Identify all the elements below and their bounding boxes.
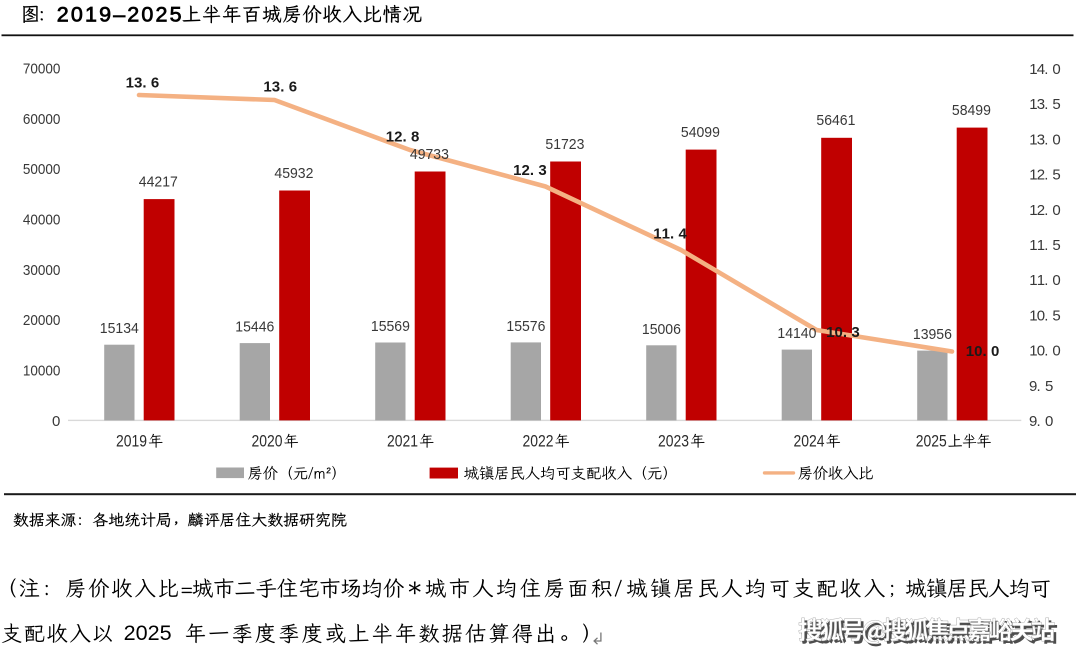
svg-text:56461: 56461 xyxy=(816,112,855,129)
svg-text:11.4: 11.4 xyxy=(653,225,687,242)
svg-text:12.0: 12.0 xyxy=(1029,202,1061,219)
svg-text:15576: 15576 xyxy=(506,318,545,335)
svg-text:54099: 54099 xyxy=(681,124,720,141)
svg-text:2022: 2022 xyxy=(523,432,554,450)
svg-text:44217: 44217 xyxy=(139,173,178,190)
svg-text:10.3: 10.3 xyxy=(826,324,860,341)
svg-text:15446: 15446 xyxy=(235,319,274,336)
svg-text:14140: 14140 xyxy=(777,325,816,342)
svg-text:2020: 2020 xyxy=(252,432,283,450)
svg-text:45932: 45932 xyxy=(274,165,313,182)
svg-text:49733: 49733 xyxy=(410,146,449,163)
svg-text:2024: 2024 xyxy=(794,432,825,450)
svg-text:12.5: 12.5 xyxy=(1029,167,1061,184)
svg-text:2025: 2025 xyxy=(916,432,947,450)
svg-text:51723: 51723 xyxy=(545,136,584,153)
svg-text:13.5: 13.5 xyxy=(1029,96,1061,113)
svg-text:2019–2025: 2019–2025 xyxy=(57,2,182,26)
svg-text:10000: 10000 xyxy=(23,363,61,380)
svg-text:14.0: 14.0 xyxy=(1029,61,1061,78)
svg-text:2019: 2019 xyxy=(116,432,147,450)
svg-text:10.0: 10.0 xyxy=(966,343,1000,360)
svg-text:20000: 20000 xyxy=(23,312,61,329)
svg-text:15569: 15569 xyxy=(371,318,410,335)
svg-text:15006: 15006 xyxy=(642,321,681,338)
svg-text:30000: 30000 xyxy=(23,262,61,279)
svg-text:2021: 2021 xyxy=(387,432,418,450)
svg-text:50000: 50000 xyxy=(23,161,61,178)
svg-text:13956: 13956 xyxy=(913,326,952,343)
svg-text:13.0: 13.0 xyxy=(1029,131,1061,148)
svg-text:10.0: 10.0 xyxy=(1029,343,1061,360)
svg-text:12.8: 12.8 xyxy=(386,129,420,146)
svg-text:58499: 58499 xyxy=(952,102,991,119)
svg-text:13.6: 13.6 xyxy=(263,79,297,96)
svg-text:2023: 2023 xyxy=(658,432,689,450)
svg-text:15134: 15134 xyxy=(100,320,139,337)
svg-text:60000: 60000 xyxy=(23,111,61,128)
svg-text:2025: 2025 xyxy=(124,621,172,645)
svg-text:40000: 40000 xyxy=(23,212,61,229)
svg-text:0: 0 xyxy=(52,413,60,430)
svg-text:13.6: 13.6 xyxy=(126,75,160,92)
svg-text:11.5: 11.5 xyxy=(1029,237,1061,254)
svg-text:70000: 70000 xyxy=(23,61,61,78)
svg-text:12.3: 12.3 xyxy=(513,162,547,179)
svg-text:11.0: 11.0 xyxy=(1029,272,1061,289)
svg-text:10.5: 10.5 xyxy=(1029,308,1061,325)
